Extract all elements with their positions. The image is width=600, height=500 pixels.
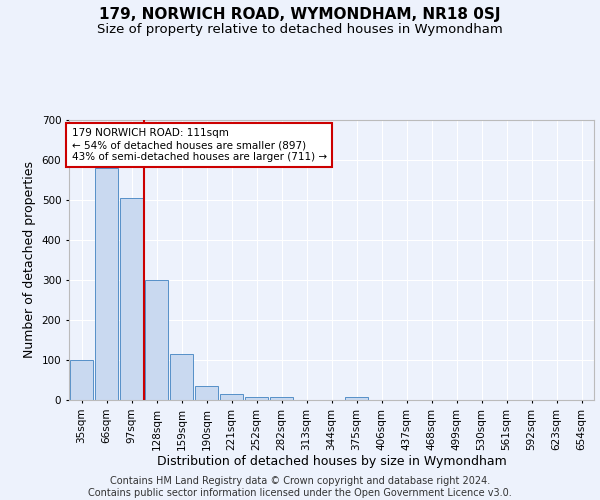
Bar (170, 354, 193, 400)
Bar (145, 280, 168, 400)
Y-axis label: Number of detached properties: Number of detached properties (23, 162, 36, 358)
Bar (220, 394, 243, 400)
Bar (120, 198, 143, 400)
X-axis label: Distribution of detached houses by size in Wymondham: Distribution of detached houses by size … (157, 456, 506, 468)
Bar (245, 397, 268, 400)
Text: Contains HM Land Registry data © Crown copyright and database right 2024.
Contai: Contains HM Land Registry data © Crown c… (88, 476, 512, 498)
Bar (345, 397, 368, 400)
Text: 179, NORWICH ROAD, WYMONDHAM, NR18 0SJ: 179, NORWICH ROAD, WYMONDHAM, NR18 0SJ (99, 8, 501, 22)
Bar (70, 360, 93, 400)
Bar (270, 397, 293, 400)
Bar (195, 386, 218, 400)
Bar (95, 168, 118, 400)
Text: Size of property relative to detached houses in Wymondham: Size of property relative to detached ho… (97, 22, 503, 36)
Text: 179 NORWICH ROAD: 111sqm
← 54% of detached houses are smaller (897)
43% of semi-: 179 NORWICH ROAD: 111sqm ← 54% of detach… (71, 128, 327, 162)
